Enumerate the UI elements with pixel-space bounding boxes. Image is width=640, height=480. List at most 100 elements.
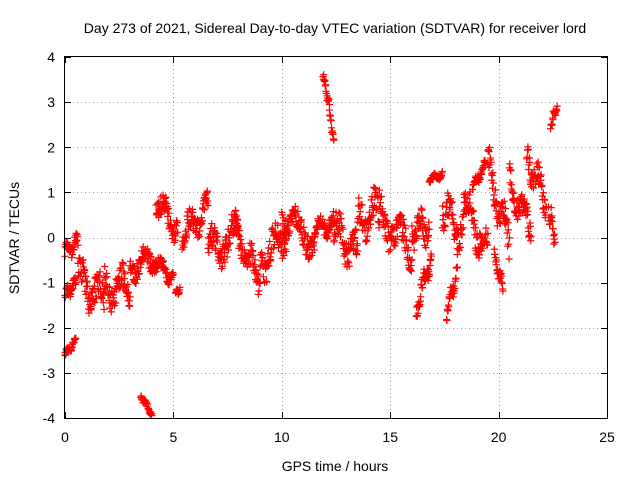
data-point [400,221,409,229]
data-point [112,299,120,307]
data-point [484,229,492,237]
data-point [526,158,534,167]
data-point [422,244,430,252]
data-point [443,316,451,325]
data-point [427,252,435,260]
data-point [237,236,245,244]
data-point [527,233,535,241]
data-point [469,207,478,215]
y-tick-label: 2 [47,139,55,155]
x-tick-label: 15 [382,429,398,445]
data-point [124,288,133,296]
x-axis-label: GPS time / hours [282,458,389,474]
data-point [79,256,87,264]
data-point [362,236,370,244]
data-point [377,192,386,201]
y-axis-label: SDTVAR / TECUs [6,182,22,294]
data-point [83,282,92,290]
data-point [248,239,256,248]
data-point [164,212,172,220]
data-point [538,181,546,190]
data-point [381,212,389,220]
data-point [505,255,513,263]
data-point [250,260,258,268]
data-point [203,187,211,195]
data-point [266,237,274,246]
data-point [466,199,474,207]
data-point [367,196,375,204]
data-point [386,246,394,254]
data-point [461,189,469,197]
data-point [384,222,392,230]
data-point [496,267,504,275]
data-point [446,205,454,213]
data-point [456,243,464,252]
data-point [208,220,216,228]
data-point [488,171,496,180]
y-tick-label: -4 [43,410,56,426]
data-point [82,290,90,298]
data-point [336,233,345,241]
data-point [133,275,141,283]
data-point [231,206,240,214]
data-point [103,273,111,281]
data-point [352,225,360,233]
data-point [176,283,184,291]
data-point [497,269,505,278]
data-point [506,160,514,168]
data-point [310,246,318,254]
data-points [61,71,561,420]
y-tick-labels: -4 -3 -2 -1 0 1 2 3 4 [43,49,56,426]
data-point [87,305,95,313]
data-point [513,215,522,224]
data-point [183,215,192,224]
data-point [438,167,446,176]
data-point [107,308,115,316]
data-point [330,136,338,144]
data-point [101,274,110,282]
data-point [413,232,421,240]
data-point [427,256,435,265]
data-point [124,281,132,289]
data-point [425,225,433,233]
data-point [255,271,263,279]
data-point [458,231,466,239]
data-point [475,251,483,259]
data-point [375,219,383,227]
data-point [213,229,221,237]
data-point [551,238,559,246]
x-tick-label: 20 [491,429,507,445]
data-point [356,208,364,216]
data-point [196,227,204,235]
data-point [370,183,378,192]
data-point [282,247,290,256]
data-point [407,267,416,275]
data-point [504,226,512,234]
data-point [459,224,467,232]
data-point [550,230,559,238]
data-point [278,208,286,216]
data-point [224,246,233,254]
data-point [280,251,288,260]
data-point [100,305,108,314]
data-point [235,227,243,235]
data-point [510,198,518,206]
data-point [300,223,308,231]
data-point [358,201,366,209]
data-point [415,212,423,220]
data-point [424,231,433,240]
data-point [523,203,531,211]
data-point [524,145,532,154]
data-point [255,287,263,295]
data-point [503,229,511,237]
data-point [535,163,543,172]
data-point [297,216,306,224]
data-point [450,282,458,290]
x-tick-label: 25 [599,429,615,445]
data-point [85,293,93,301]
data-point [518,191,526,199]
data-point [399,215,408,224]
data-point [101,287,109,295]
y-tick-label: 3 [47,94,55,110]
